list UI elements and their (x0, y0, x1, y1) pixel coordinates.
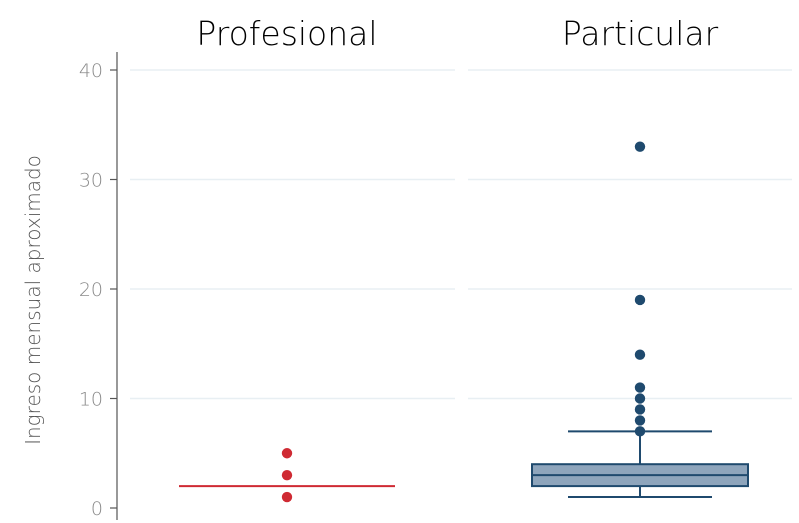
panel-title-profesional: Profesional (196, 14, 377, 53)
y-tick-label-10: 10 (79, 389, 103, 411)
y-tick-label-30: 30 (79, 170, 103, 192)
panel-profesional (179, 448, 395, 503)
outlier-point-1 (281, 491, 293, 503)
grid-lines (130, 69, 792, 400)
y-tick-label-20: 20 (79, 279, 103, 301)
outlier-point-7 (634, 426, 646, 437)
outlier-point-8 (634, 415, 646, 426)
outlier-point-33 (634, 141, 646, 152)
y-axis-title: Ingreso mensual aproximado (21, 155, 45, 445)
outlier-point-11 (634, 382, 646, 393)
outlier-point-19 (634, 294, 646, 306)
panel-particular (531, 141, 749, 499)
outlier-point-5 (281, 448, 293, 459)
outlier-point-9 (634, 404, 646, 415)
outlier-point-14 (634, 349, 646, 360)
panel-title-particular: Particular (562, 14, 719, 53)
y-axis-ticks: 0 10 20 30 40 (79, 60, 117, 520)
y-tick-label-0: 0 (91, 498, 103, 520)
outlier-point-3 (281, 469, 293, 481)
outlier-point-10 (634, 393, 646, 404)
y-tick-label-40: 40 (79, 60, 103, 82)
